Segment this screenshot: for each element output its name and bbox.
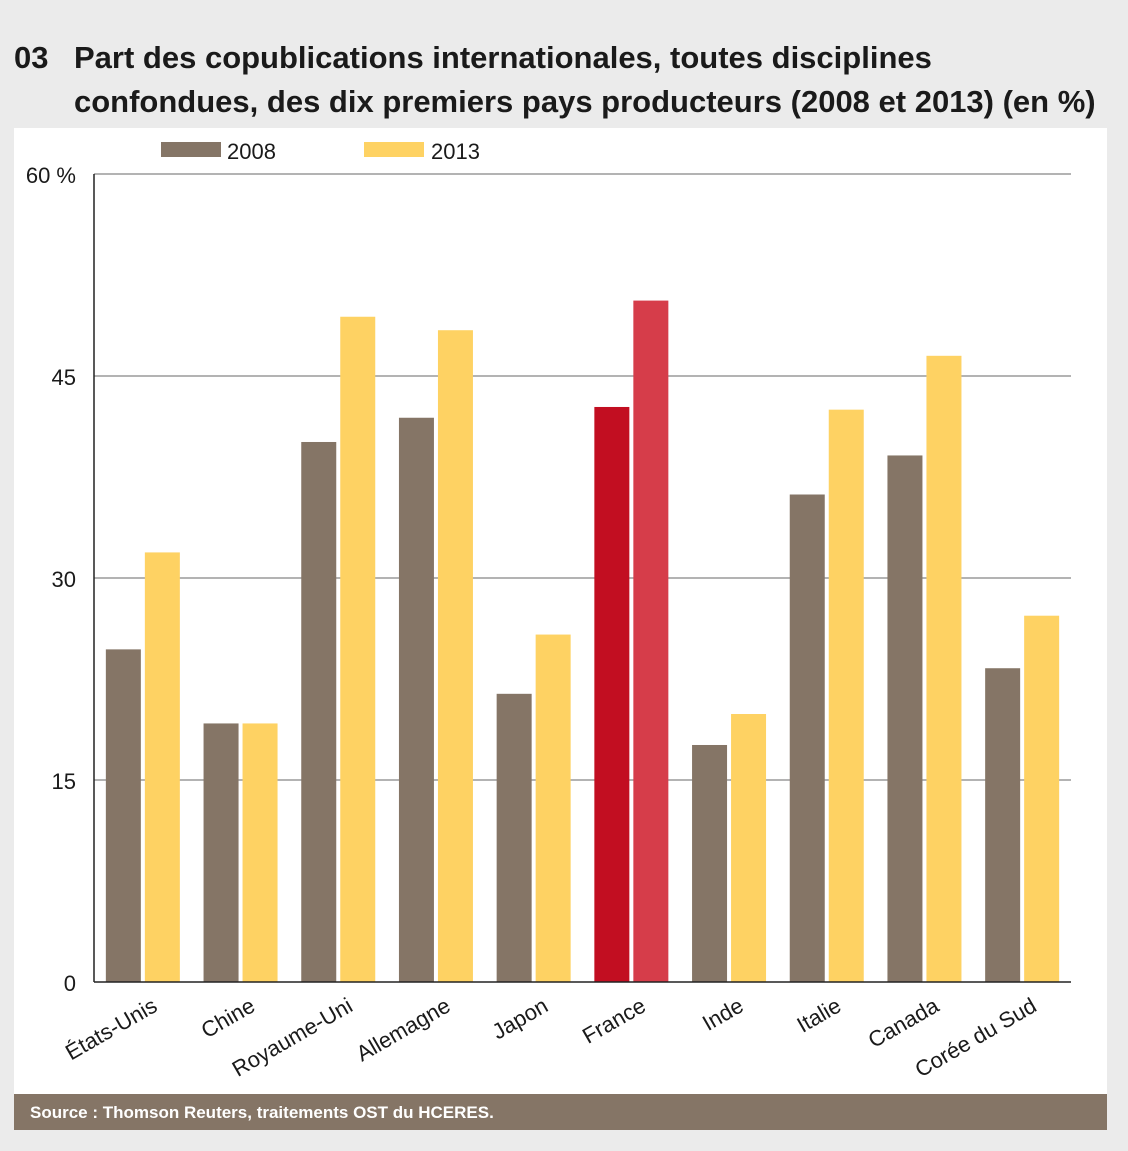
x-category-label: Canada: [864, 992, 944, 1053]
y-tick-label: 60 %: [26, 163, 76, 188]
bar-2013: [144, 552, 180, 982]
x-category-label: Allemagne: [352, 993, 455, 1067]
bar-2008: [398, 417, 434, 982]
bar-2013: [731, 714, 767, 982]
y-tick-label: 0: [64, 971, 76, 996]
bar-2013: [1024, 615, 1060, 982]
bar-2013: [535, 634, 571, 982]
bar-2008: [496, 693, 532, 982]
source-bar: Source : Thomson Reuters, traitements OS…: [14, 1094, 1107, 1130]
legend-label-2013: 2013: [431, 139, 480, 164]
y-tick-label: 30: [52, 567, 76, 592]
bar-2013: [437, 330, 473, 982]
bar-2013: [242, 723, 278, 982]
bar-2013: [828, 409, 864, 983]
legend-swatch-2013: [364, 142, 424, 157]
y-tick-label: 15: [52, 769, 76, 794]
x-category-label: Chine: [197, 993, 259, 1043]
bar-2008: [203, 723, 239, 982]
figure-title: Part des copublications internationales,…: [74, 40, 1096, 119]
bar-2013: [633, 300, 669, 982]
bar-2008: [105, 649, 141, 982]
x-category-label: Italie: [792, 993, 845, 1038]
bar-2013: [340, 316, 376, 982]
x-category-label: États-Unis: [61, 993, 161, 1065]
bar-2008: [692, 744, 728, 982]
y-tick-label: 45: [52, 365, 76, 390]
bar-2008: [789, 494, 825, 982]
source-note: Source : Thomson Reuters, traitements OS…: [30, 1103, 494, 1122]
legend-swatch-2008: [161, 142, 221, 157]
chart-panel: 0 15 30 45 60 % États-Unis Chine Royaume-Uni All…: [14, 128, 1107, 1094]
x-category-label: France: [578, 993, 650, 1049]
legend-label-2008: 2008: [227, 139, 276, 164]
figure-number: 03: [14, 40, 49, 75]
bar-2008: [887, 455, 923, 982]
bar-2008: [301, 441, 337, 982]
bar-2008: [985, 668, 1021, 982]
bar-2013: [926, 355, 962, 982]
x-category-label: Inde: [698, 993, 748, 1036]
x-category-label: Japon: [488, 993, 552, 1045]
bar-2008: [594, 406, 630, 982]
